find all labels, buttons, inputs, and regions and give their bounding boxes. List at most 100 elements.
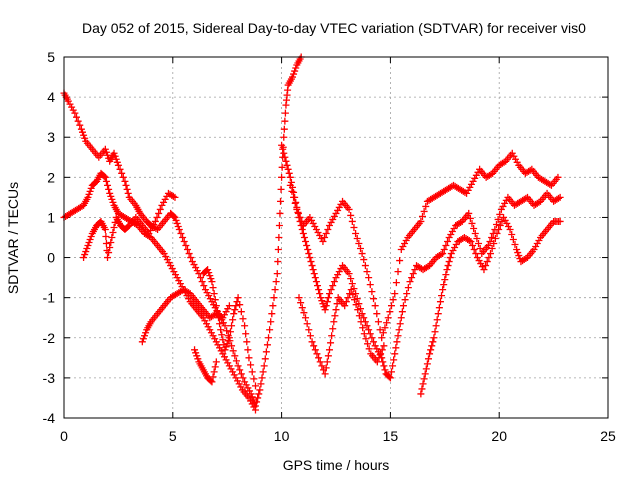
data-point-marker [160,250,168,258]
data-point-marker [107,239,115,247]
data-point-marker [278,141,286,149]
data-point-marker [285,169,293,177]
data-point-marker [472,250,480,258]
data-point-marker [321,306,329,314]
data-point-marker [556,193,564,201]
data-point-marker [199,314,207,322]
data-point-marker [221,322,229,330]
data-point-marker [174,222,182,230]
data-point-marker [216,344,224,352]
data-point-marker [211,363,219,371]
data-point-marker [85,190,93,198]
data-point-marker [330,278,338,286]
data-point-marker [69,106,77,114]
data-point-marker [392,344,400,352]
data-point-marker [109,198,117,206]
data-point-marker [546,180,554,188]
data-point-marker [86,187,94,195]
data-point-marker [374,318,382,326]
data-point-marker [330,318,338,326]
data-point-marker [234,377,242,385]
data-point-marker [246,387,254,395]
data-point-marker [490,240,498,248]
data-point-marker [508,149,516,157]
data-point-marker [347,286,355,294]
data-point-marker [237,370,245,378]
data-point-marker [254,394,262,402]
data-point-marker [319,238,327,246]
data-point-marker [105,249,113,257]
data-point-marker [263,341,271,349]
data-point-marker [138,338,146,346]
data-point-marker [106,189,114,197]
data-point-marker [473,235,481,243]
data-point-marker [200,282,208,290]
data-point-marker [193,352,201,360]
data-point-marker [486,238,494,246]
data-point-marker [229,347,237,355]
data-point-marker [393,338,401,346]
y-tick-label: 5 [47,49,55,65]
data-point-marker [203,289,211,297]
y-axis-label: SDTVAR / TECUs [5,182,21,294]
data-point-marker [175,225,183,233]
data-point-marker [242,330,250,338]
data-point-marker [475,257,483,265]
data-point-marker [118,169,126,177]
data-point-marker [389,296,397,304]
data-point-marker [350,296,358,304]
data-point-marker [346,290,354,298]
data-point-marker [513,158,521,166]
data-point-marker [260,362,268,370]
data-point-marker [554,173,562,181]
data-point-marker [316,358,324,366]
data-point-marker [404,284,412,292]
data-point-marker [342,298,350,306]
data-point-marker [303,242,311,250]
data-point-marker [222,343,230,351]
data-point-marker [309,266,317,274]
data-point-marker [463,189,471,197]
data-point-marker [355,312,363,320]
data-point-marker [483,258,491,266]
data-point-marker [390,356,398,364]
data-point-marker [510,152,518,160]
data-point-marker [277,185,285,193]
data-point-marker [168,265,176,273]
data-point-marker [311,222,319,230]
data-point-marker [450,224,458,232]
data-point-marker [310,342,318,350]
data-point-marker [108,234,116,241]
data-point-marker [266,326,274,334]
data-point-marker [241,322,249,330]
data-point-marker [295,294,303,302]
data-point-marker [229,316,237,324]
data-point-marker [432,322,440,330]
data-point-marker [101,225,109,233]
data-markers [60,53,564,414]
data-point-marker [363,322,371,330]
data-point-marker [471,229,479,237]
data-point-marker [225,302,233,310]
data-point-marker [208,378,216,386]
data-point-marker [530,246,538,254]
data-point-marker [365,274,373,282]
y-tick-label: 1 [47,209,55,225]
data-point-marker [68,103,76,111]
data-point-marker [533,240,541,248]
y-tick-label: -3 [43,370,56,386]
data-point-marker [204,323,212,331]
data-point-marker [193,267,201,275]
data-point-marker [418,385,426,393]
data-point-marker [288,73,296,81]
data-point-marker [452,241,460,249]
data-point-marker [212,338,220,346]
data-point-marker [522,194,530,202]
data-point-marker [308,338,316,346]
data-point-marker [104,254,112,262]
data-point-marker [370,295,378,303]
data-point-marker [386,374,394,382]
data-point-marker [467,238,475,246]
data-point-marker [317,294,325,302]
